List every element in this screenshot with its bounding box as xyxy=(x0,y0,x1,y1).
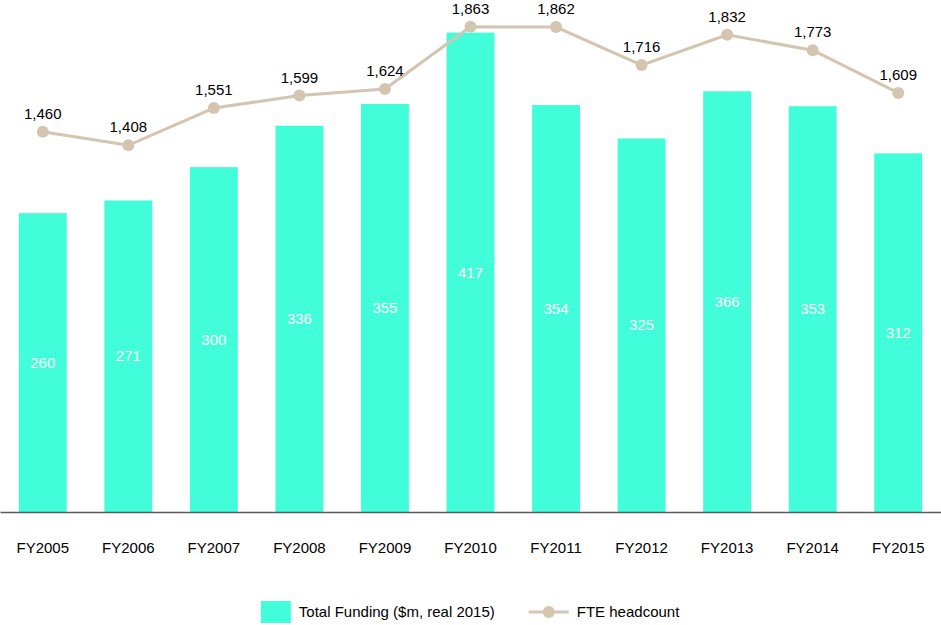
line-marker xyxy=(379,83,391,95)
x-tick: FY2014 xyxy=(786,512,839,556)
bar xyxy=(447,33,495,512)
line-label: 1,863 xyxy=(452,0,490,17)
line-marker xyxy=(293,90,305,102)
x-tick: FY2011 xyxy=(530,512,581,556)
x-tick: FY2008 xyxy=(273,512,326,556)
legend-swatch xyxy=(261,601,291,623)
bar xyxy=(874,153,922,512)
legend: Total Funding ($m, real 2015) FTE headcou… xyxy=(261,601,680,623)
line-label: 1,624 xyxy=(366,62,404,79)
line-marker xyxy=(208,102,220,114)
x-tick-label: FY2005 xyxy=(16,539,69,556)
plot-area xyxy=(19,21,922,512)
legend-marker xyxy=(543,606,555,618)
bar-label: 260 xyxy=(30,354,55,371)
x-tick: FY2006 xyxy=(102,512,155,556)
line-marker xyxy=(37,126,49,138)
line-marker xyxy=(721,29,733,41)
x-tick-label: FY2008 xyxy=(273,539,326,556)
bar-label: 354 xyxy=(544,300,569,317)
x-tick: FY2009 xyxy=(359,512,412,556)
line-label: 1,832 xyxy=(708,8,746,25)
bar-label: 366 xyxy=(715,293,740,310)
x-tick-label: FY2009 xyxy=(359,539,412,556)
bar xyxy=(275,126,323,512)
legend-item: Total Funding ($m, real 2015) xyxy=(261,601,495,623)
bar-label: 417 xyxy=(458,264,483,281)
bar-label: 271 xyxy=(116,347,141,364)
data-labels: 260 271 300 336 355 417 354 325 366 353 312 1,460 1,… xyxy=(24,0,917,371)
line-label: 1,460 xyxy=(24,105,62,122)
legend-label: FTE headcount xyxy=(577,603,680,620)
bar-label: 300 xyxy=(201,331,226,348)
line-label: 1,599 xyxy=(281,69,319,86)
legend-item: FTE headcount xyxy=(529,603,680,620)
line-marker xyxy=(550,21,562,33)
line-label: 1,408 xyxy=(110,118,148,135)
bar-label: 325 xyxy=(629,316,654,333)
x-tick-label: FY2006 xyxy=(102,539,155,556)
line-label: 1,716 xyxy=(623,38,661,55)
x-tick: FY2010 xyxy=(444,512,497,556)
x-tick-label: FY2010 xyxy=(444,539,497,556)
line-label: 1,551 xyxy=(195,81,233,98)
bar xyxy=(703,91,751,512)
bar-label: 353 xyxy=(800,300,825,317)
chart: 260 271 300 336 355 417 354 325 366 353 312 1,460 1,… xyxy=(0,0,941,625)
line-marker xyxy=(465,21,477,33)
x-tick: FY2005 xyxy=(16,512,69,556)
line-marker xyxy=(122,139,134,151)
x-tick-label: FY2011 xyxy=(530,539,581,556)
bar-label: 336 xyxy=(287,310,312,327)
bar xyxy=(19,213,67,512)
x-axis-line xyxy=(1,512,941,514)
bar xyxy=(104,200,152,512)
x-tick: FY2013 xyxy=(701,512,754,556)
bar xyxy=(789,106,837,512)
legend-label: Total Funding ($m, real 2015) xyxy=(299,603,495,620)
x-tick: FY2012 xyxy=(615,512,668,556)
x-tick-label: FY2015 xyxy=(872,539,925,556)
line xyxy=(43,27,898,146)
bar xyxy=(532,105,580,512)
x-tick: FY2015 xyxy=(872,512,925,556)
x-tick-label: FY2007 xyxy=(188,539,241,556)
x-tick-label: FY2013 xyxy=(701,539,754,556)
bar-label: 355 xyxy=(372,299,397,316)
bar xyxy=(361,104,409,512)
bar xyxy=(618,138,666,512)
line-marker xyxy=(636,59,648,71)
bar xyxy=(190,167,238,512)
line-label: 1,862 xyxy=(537,0,575,17)
x-tick: FY2007 xyxy=(188,512,241,556)
x-tick-label: FY2014 xyxy=(786,539,839,556)
line-label: 1,773 xyxy=(794,23,832,40)
line-marker xyxy=(892,87,904,99)
bar-label: 312 xyxy=(886,324,911,341)
line-label: 1,609 xyxy=(879,66,917,83)
x-axis: FY2005 FY2006 FY2007 FY2008 FY2009 FY2010 FY20… xyxy=(1,512,941,556)
x-tick-label: FY2012 xyxy=(615,539,668,556)
line-marker xyxy=(807,44,819,56)
